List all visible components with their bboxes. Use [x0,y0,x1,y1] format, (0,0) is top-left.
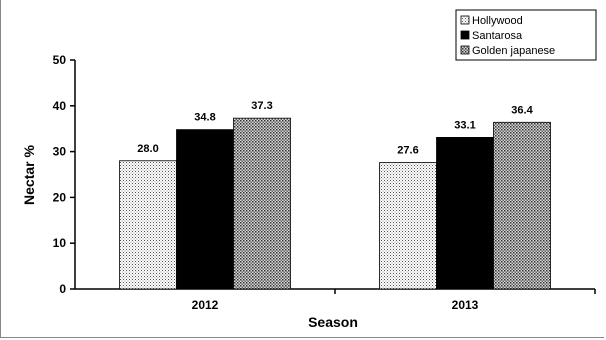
bar-hollywood-2012 [119,160,177,290]
y-tick-label: 10 [53,236,67,250]
y-tick-labels: 0 10 20 30 40 50 [53,53,67,296]
x-tick-label: 2012 [192,298,219,312]
y-tick-label: 50 [53,53,67,67]
legend-box [455,9,597,61]
y-tick-label: 0 [59,282,66,296]
bar-golden-japanese-2012 [233,117,291,290]
data-label: 27.6 [397,145,418,157]
bar-hollywood-2013 [379,162,437,290]
y-tick-label: 30 [53,145,67,159]
legend-label: Santarosa [472,30,523,42]
data-label: 28.0 [137,143,158,155]
x-axis-title: Season [308,314,358,330]
bar-santarosa-2012 [176,129,234,290]
data-label: 34.8 [194,112,215,124]
data-label: 33.1 [454,119,475,131]
y-axis-title: Nectar % [21,144,37,204]
x-tick-labels: 2012 2013 [192,298,479,312]
data-label: 37.3 [251,100,272,112]
legend-swatch [460,45,470,55]
y-tick-label: 20 [53,190,67,204]
legend: Hollywood Santarosa Golden japanese [455,9,597,61]
x-tick-label: 2013 [452,298,479,312]
legend-swatch [460,15,470,25]
bar-golden-japanese-2013 [493,121,551,290]
bars-group [119,117,551,290]
legend-label: Hollywood [472,15,523,27]
value-labels-group: 28.0 34.8 37.3 27.6 33.1 36.4 [137,100,533,156]
data-label: 36.4 [511,104,533,116]
bar-santarosa-2013 [436,137,494,290]
legend-label: Golden japanese [472,45,555,57]
y-tick-label: 40 [53,99,67,113]
legend-swatch [460,30,470,40]
